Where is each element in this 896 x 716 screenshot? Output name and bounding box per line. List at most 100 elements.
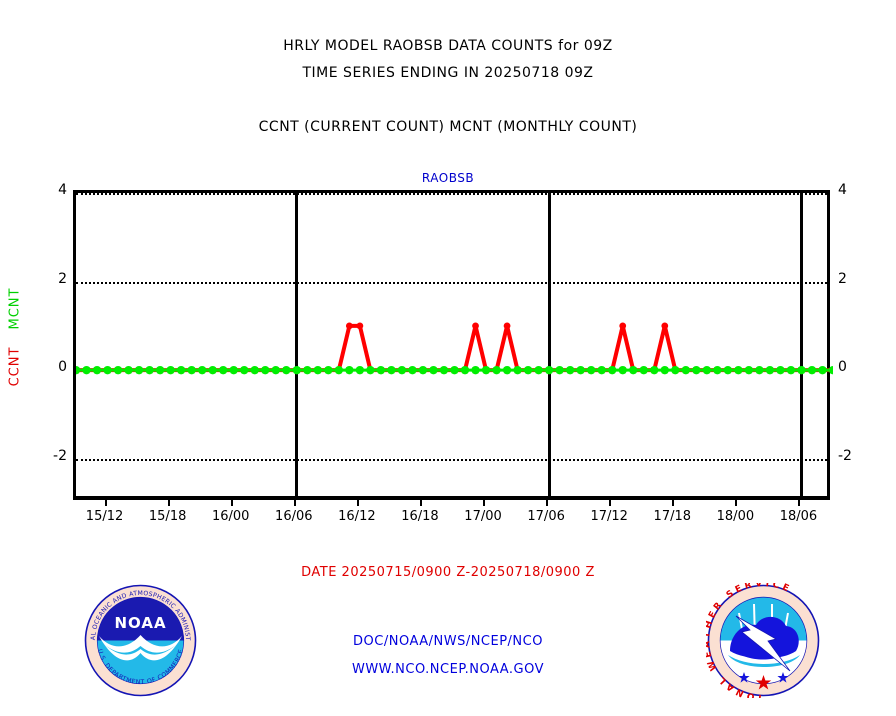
series-marker-mcnt <box>376 365 386 375</box>
y-tick-label-left--2: -2 <box>53 447 67 464</box>
y-tick-label-right-4: 4 <box>838 182 847 198</box>
x-tick-label-16-12: 16/12 <box>338 509 376 524</box>
series-marker-mcnt <box>681 365 691 375</box>
series-marker-mcnt <box>786 365 796 375</box>
series-marker-mcnt <box>565 365 575 375</box>
series-marker-mcnt <box>324 365 333 375</box>
x-tick-16-06 <box>293 497 296 506</box>
series-line-ccnt <box>76 323 833 373</box>
x-tick-label-16-18: 16/18 <box>401 509 439 524</box>
series-marker-mcnt <box>229 365 238 375</box>
series-marker-mcnt <box>345 365 354 375</box>
series-legend-label: RAOBSB <box>421 171 475 185</box>
series-peak-ccnt <box>356 322 364 330</box>
x-tick-17-06 <box>546 497 549 506</box>
series-marker-mcnt <box>776 365 785 375</box>
x-tick-label-16-06: 16/06 <box>275 509 313 524</box>
series-marker-mcnt <box>292 365 301 375</box>
gridline-y-4 <box>76 193 827 195</box>
series-marker-mcnt <box>408 365 417 375</box>
y-tick-label-left-4: 4 <box>58 182 67 198</box>
series-marker-mcnt <box>702 365 712 375</box>
series-marker-mcnt <box>807 365 817 375</box>
series-marker-mcnt <box>76 365 81 375</box>
series-peak-ccnt <box>619 322 627 330</box>
x-tick-18-00 <box>735 497 738 506</box>
series-marker-mcnt <box>334 365 344 375</box>
nws-logo: NATIONAL WEATHER SERVICE <box>706 583 821 698</box>
x-tick-18-06 <box>798 497 801 506</box>
day-separator-18-06 <box>799 193 803 496</box>
series-marker-mcnt <box>555 365 564 375</box>
series-marker-mcnt <box>797 365 806 375</box>
series-marker-mcnt <box>92 365 102 375</box>
series-marker-mcnt <box>187 365 196 375</box>
series-peak-ccnt <box>472 322 479 330</box>
y-axis-caption: MCNT CCNT <box>4 285 26 395</box>
series-marker-mcnt <box>618 365 627 375</box>
series-marker-mcnt <box>197 365 207 375</box>
series-marker-mcnt <box>103 365 112 375</box>
x-tick-17-18 <box>672 497 675 506</box>
series-marker-mcnt <box>271 365 280 375</box>
x-tick-label-18-06: 18/06 <box>779 509 818 524</box>
series-marker-mcnt <box>418 365 428 375</box>
series-peak-ccnt <box>345 322 353 330</box>
x-tick-label-16-00: 16/00 <box>211 509 250 524</box>
series-marker-mcnt <box>639 365 648 375</box>
series-marker-mcnt <box>597 365 606 375</box>
series-marker-mcnt <box>429 365 438 375</box>
day-separator-17-06 <box>547 193 551 496</box>
chart-title-line1: HRLY MODEL RAOBSB DATA COUNTS for 09Z <box>283 38 613 54</box>
series-marker-mcnt <box>450 365 459 375</box>
y-axis-caption-ccnt: CCNT <box>7 346 23 387</box>
x-tick-label-17-18: 17/18 <box>653 509 692 524</box>
x-tick-label-15-12: 15/12 <box>85 509 124 524</box>
chart-subtitle: CCNT (CURRENT COUNT) MCNT (MONTHLY COUNT… <box>258 119 638 135</box>
series-marker-mcnt <box>650 365 659 375</box>
organization-label: DOC/NOAA/NWS/NCEP/NCO <box>353 634 543 649</box>
series-marker-mcnt <box>671 365 680 375</box>
series-marker-mcnt <box>282 365 291 375</box>
series-marker-mcnt <box>544 365 554 375</box>
x-tick-15-12 <box>104 497 107 506</box>
series-marker-mcnt <box>513 365 522 375</box>
series-marker-mcnt <box>208 365 217 375</box>
series-marker-mcnt <box>240 365 249 375</box>
x-tick-label-17-12: 17/12 <box>590 509 628 524</box>
series-marker-mcnt <box>155 365 165 375</box>
series-marker-mcnt <box>744 365 754 375</box>
series-marker-mcnt <box>387 365 396 375</box>
website-url-label: WWW.NCO.NCEP.NOAA.GOV <box>351 662 545 677</box>
series-marker-mcnt <box>471 365 480 375</box>
plot-inner <box>76 193 833 496</box>
series-marker-mcnt <box>303 365 312 375</box>
x-tick-17-00 <box>483 497 486 506</box>
plot-area <box>73 190 833 500</box>
chart-title-line2: TIME SERIES ENDING IN 20250718 09Z <box>302 65 594 81</box>
series-marker-mcnt <box>502 365 512 375</box>
series-marker-mcnt <box>828 365 833 375</box>
x-tick-label-15-18: 15/18 <box>148 509 187 524</box>
series-marker-mcnt <box>439 365 449 375</box>
series-marker-mcnt <box>523 365 533 375</box>
series-marker-mcnt <box>734 365 743 375</box>
series-marker-mcnt <box>765 365 775 375</box>
series-marker-mcnt <box>397 365 407 375</box>
series-marker-mcnt <box>261 365 270 375</box>
series-marker-mcnt <box>576 365 585 375</box>
series-marker-mcnt <box>492 365 501 375</box>
series-marker-mcnt <box>124 365 133 375</box>
data-series-layer <box>76 322 833 375</box>
y-tick-label-left-2: 2 <box>58 270 67 287</box>
series-marker-mcnt <box>629 365 638 375</box>
series-marker-mcnt <box>250 365 259 375</box>
day-separator-16-06 <box>295 193 299 496</box>
x-tick-label-17-06: 17/06 <box>527 509 565 524</box>
y-axis-caption-mcnt: MCNT <box>7 287 23 330</box>
x-tick-17-12 <box>609 497 612 506</box>
series-marker-mcnt <box>313 365 323 375</box>
x-tick-15-18 <box>167 497 170 506</box>
series-marker-mcnt <box>755 365 764 375</box>
